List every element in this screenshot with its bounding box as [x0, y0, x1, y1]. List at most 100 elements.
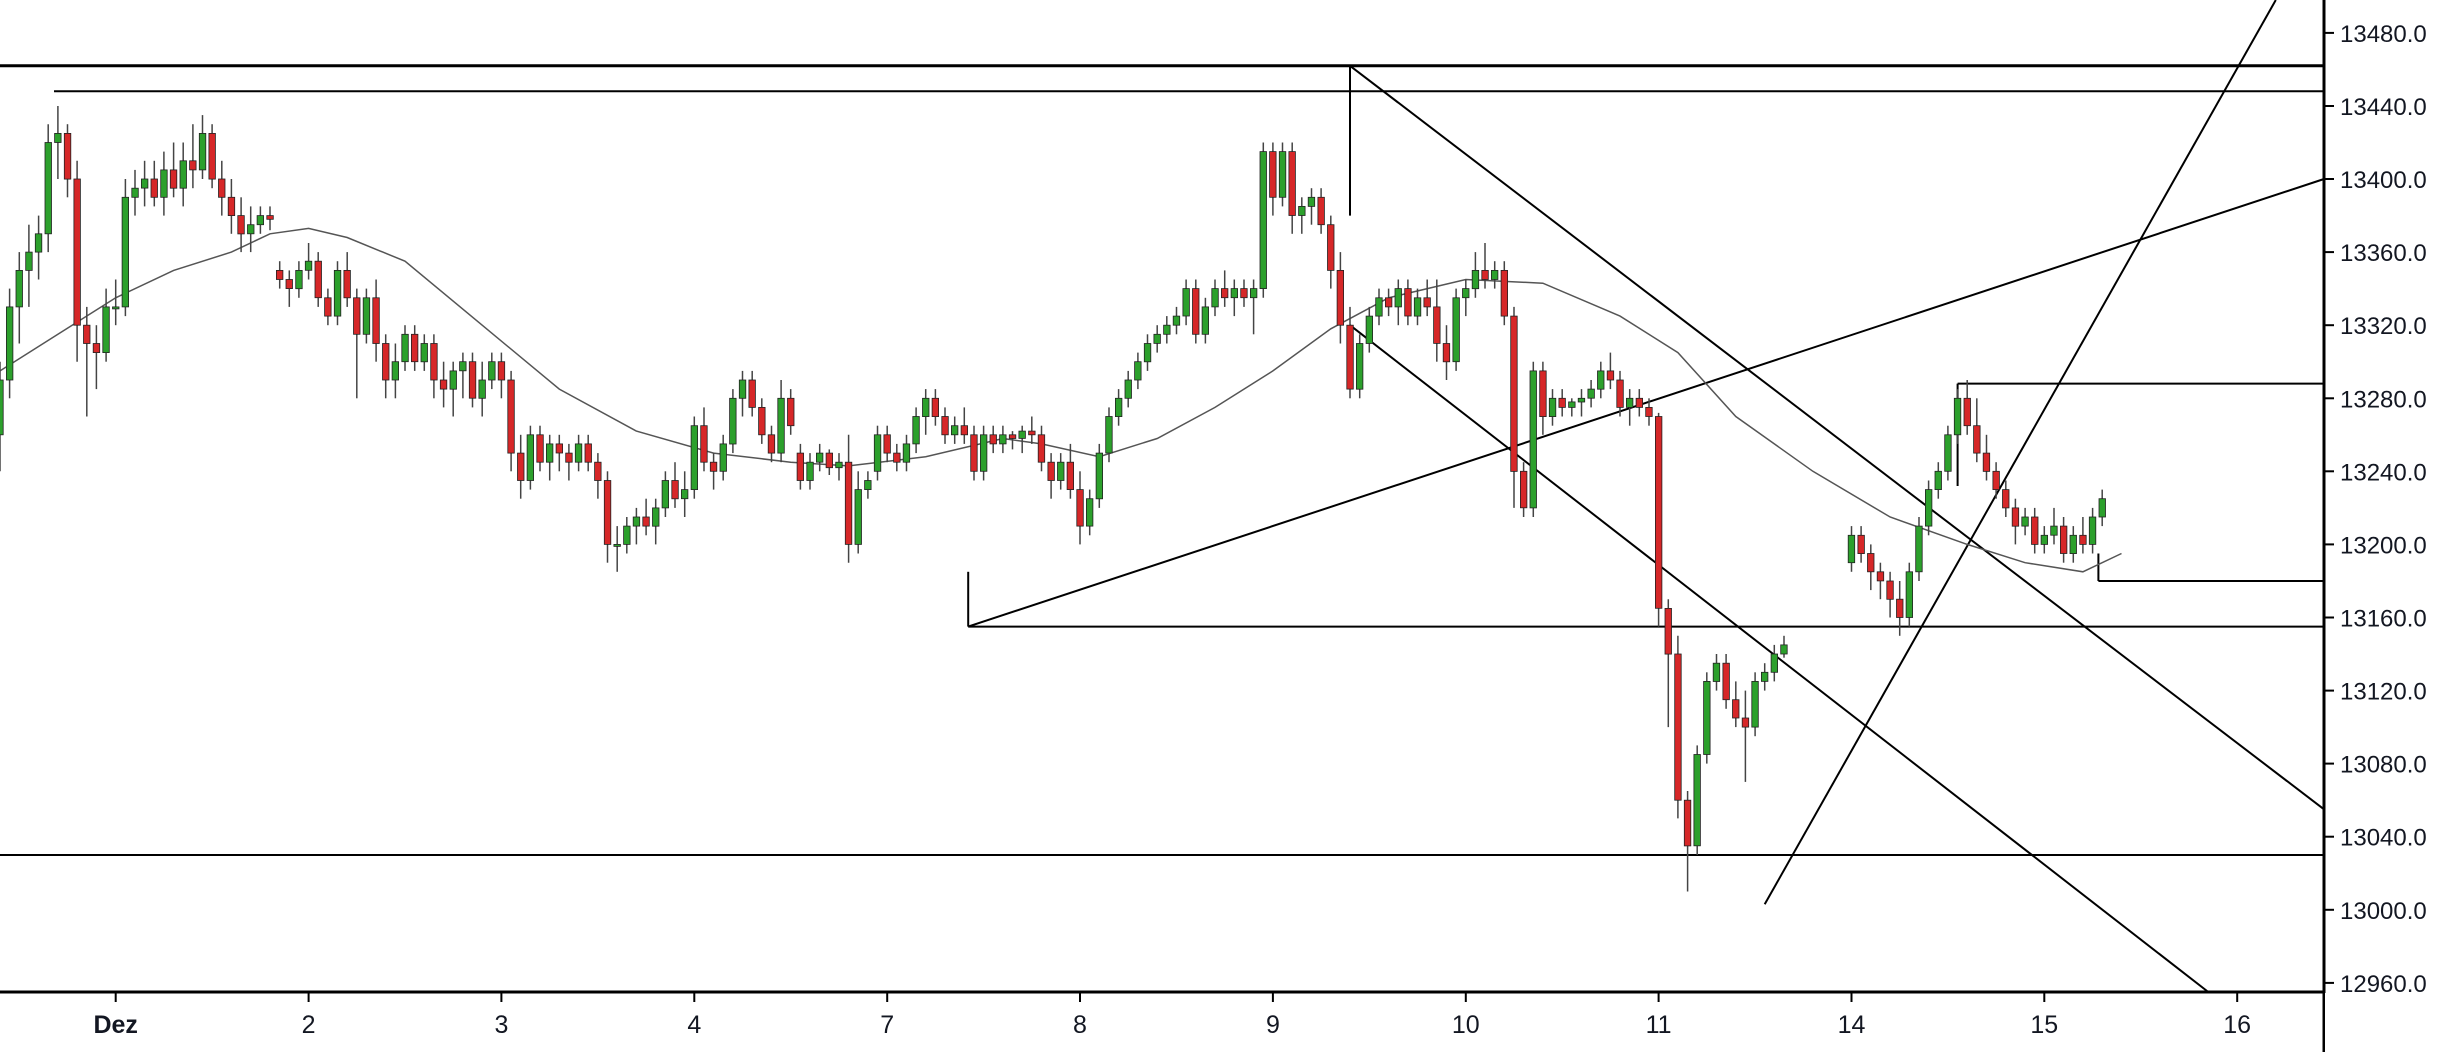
candle — [1982, 434, 1991, 481]
candle-body-down — [603, 480, 612, 545]
candle — [430, 334, 438, 399]
candle-body-down — [1886, 580, 1894, 600]
steep-rising-trendline[interactable] — [1763, 0, 2277, 905]
candle — [758, 398, 766, 444]
falling-channel-lower[interactable] — [1349, 324, 2209, 993]
candle-body-down — [1481, 269, 1489, 280]
candle — [777, 380, 785, 463]
candle-body-up — [1751, 681, 1759, 728]
candle — [555, 434, 563, 472]
candle — [189, 124, 197, 189]
candle-body-up — [1577, 397, 1586, 403]
candle-body-up — [1163, 324, 1171, 335]
candle — [1693, 745, 1701, 855]
candle — [1471, 252, 1480, 298]
candle — [719, 434, 727, 481]
time-tick-label: 11 — [1646, 1011, 1672, 1039]
candle — [623, 517, 631, 554]
candle — [652, 498, 660, 545]
falling-channel-upper[interactable] — [1349, 65, 2325, 811]
candle — [1452, 288, 1460, 371]
candle — [1722, 654, 1730, 709]
time-tick-label: 10 — [1452, 1011, 1480, 1039]
candle-body-down — [565, 452, 573, 463]
candle-body-down — [709, 461, 718, 472]
candle-body-down — [63, 132, 72, 180]
candle-body-down — [507, 379, 515, 454]
candle — [121, 179, 129, 317]
candle-body-down — [1732, 699, 1740, 719]
candle-body-down — [1520, 470, 1528, 509]
candle-body-down — [2059, 525, 2068, 554]
candle — [6, 288, 14, 399]
candle — [247, 206, 255, 253]
candle-body-down — [1221, 288, 1229, 299]
price-tick-label: 13080.0 — [2340, 752, 2427, 779]
candle-body-up — [1944, 434, 1952, 472]
candle-body-up — [1018, 430, 1026, 439]
candle-body-down — [1896, 598, 1904, 618]
candle-body-down — [73, 178, 81, 326]
candle — [951, 416, 959, 444]
candle — [1462, 279, 1470, 317]
candle — [73, 160, 81, 362]
candle-body-down — [1336, 269, 1344, 326]
candle-body-down — [1645, 406, 1653, 417]
candle — [1413, 288, 1422, 326]
candle — [1259, 142, 1267, 298]
candle — [931, 389, 939, 426]
time-axis[interactable]: Dez 2 3 4 7 8 9 10 11 14 15 16 — [93, 992, 2251, 1039]
candle-body-down — [893, 452, 901, 463]
candle — [565, 443, 573, 481]
candle-body-down — [700, 425, 708, 463]
candle — [1346, 306, 1354, 399]
candle — [1655, 412, 1663, 627]
time-tick-label: Dez — [93, 1011, 137, 1039]
candle-body-up — [873, 434, 882, 472]
candle-body-down — [1664, 608, 1672, 655]
candle — [2088, 507, 2097, 554]
candle-body-down — [1240, 288, 1248, 299]
candle — [980, 425, 988, 481]
candle-body-down — [2002, 489, 2010, 509]
candle-body-up — [1934, 470, 1942, 490]
candle-body-down — [266, 215, 274, 220]
price-axis[interactable]: 13480.0 13440.0 13400.0 13360.0 13320.0 13280… — [2324, 21, 2427, 998]
candle — [1751, 672, 1759, 737]
time-tick-label: 4 — [687, 1011, 701, 1039]
candle-body-down — [92, 343, 101, 354]
candle — [478, 361, 486, 417]
candle — [960, 407, 968, 444]
candle — [488, 352, 496, 390]
candle-body-up — [1356, 343, 1364, 390]
candle — [1356, 334, 1364, 399]
candle — [2069, 526, 2077, 563]
candle — [873, 425, 882, 481]
price-tick-label: 13200.0 — [2340, 532, 2427, 559]
candle-body-down — [1047, 461, 1055, 481]
candle-body-up — [1452, 297, 1460, 363]
candle-body-up — [1529, 370, 1537, 509]
candle — [1577, 389, 1586, 417]
candle — [468, 352, 477, 408]
candle-body-down — [237, 215, 245, 235]
candle — [1770, 644, 1778, 682]
candle — [748, 370, 756, 417]
candle-body-down — [1674, 653, 1682, 801]
candle-body-up — [613, 544, 621, 547]
candle-body-down — [517, 452, 525, 481]
candle — [1192, 279, 1200, 344]
rising-trendline[interactable] — [967, 178, 2325, 628]
candle-body-down — [439, 379, 448, 390]
candle — [1491, 261, 1499, 289]
candle-body-up — [1597, 370, 1605, 390]
candle — [1240, 279, 1248, 307]
candle — [459, 352, 467, 399]
candle — [227, 179, 236, 234]
candle-body-up — [1201, 306, 1209, 335]
candle — [314, 252, 322, 307]
price-tick-label: 13160.0 — [2340, 606, 2427, 633]
candle-body-up — [902, 443, 911, 463]
candle-body-down — [169, 169, 178, 189]
